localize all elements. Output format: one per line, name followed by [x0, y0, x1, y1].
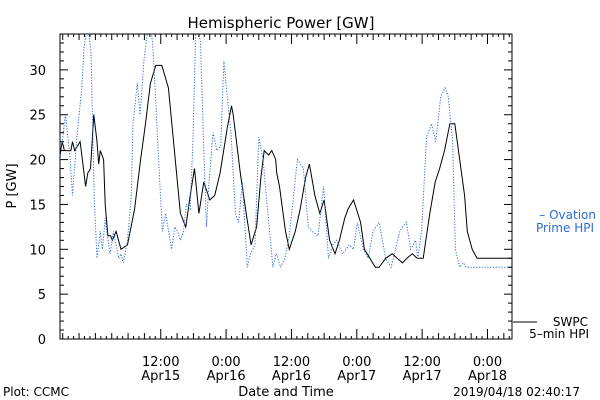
y-axis-label: P [GW]	[5, 163, 20, 208]
series-5-min-hpi	[60, 34, 512, 269]
y-axis: 0 5 10 15 20 25 30	[29, 33, 512, 348]
y-tick-label: 25	[29, 109, 46, 124]
legend-hpi-label: 5–min HPI	[529, 327, 589, 341]
y-tick-label: 20	[29, 154, 46, 169]
y-tick-label: 10	[29, 243, 46, 258]
x-tick-label-time: 0:00	[211, 355, 240, 370]
x-tick-label-time: 0:00	[342, 355, 371, 370]
y-tick-label: 5	[38, 288, 46, 303]
x-axis-label: Date and Time	[238, 385, 334, 400]
legend-ovation-label-2: Prime HPI	[536, 221, 594, 235]
series-layer	[60, 34, 512, 269]
x-tick-label-time: 0:00	[473, 355, 502, 370]
plot-timestamp: 2019/04/18 02:40:17	[453, 385, 580, 399]
legend-ovation-label: – Ovation	[539, 208, 596, 222]
y-tick-label: 0	[38, 333, 46, 348]
x-tick-label-day: Apr16	[272, 369, 311, 384]
chart-title: Hemispheric Power [GW]	[188, 14, 375, 32]
x-tick-label-day: Apr15	[141, 369, 180, 384]
x-tick-label-day: Apr16	[207, 369, 246, 384]
x-tick-label-day: Apr17	[337, 369, 376, 384]
y-tick-label: 30	[29, 64, 46, 79]
legend: – Ovation Prime HPI SWPC 5–min HPI	[513, 208, 596, 341]
x-tick-label-day: Apr18	[468, 369, 507, 384]
series-swpc	[60, 64, 512, 268]
x-tick-label-day: Apr17	[403, 369, 442, 384]
plot-frame	[59, 33, 513, 340]
x-tick-label-time: 12:00	[403, 355, 440, 370]
plot-credit: Plot: CCMC	[3, 385, 69, 399]
legend-swpc-label: SWPC	[553, 315, 588, 329]
y-tick-label: 15	[29, 198, 46, 213]
x-tick-label-time: 12:00	[273, 355, 310, 370]
x-axis: 12:00Apr150:00Apr1612:00Apr160:00Apr1712…	[62, 34, 510, 384]
x-tick-label-time: 12:00	[142, 355, 179, 370]
